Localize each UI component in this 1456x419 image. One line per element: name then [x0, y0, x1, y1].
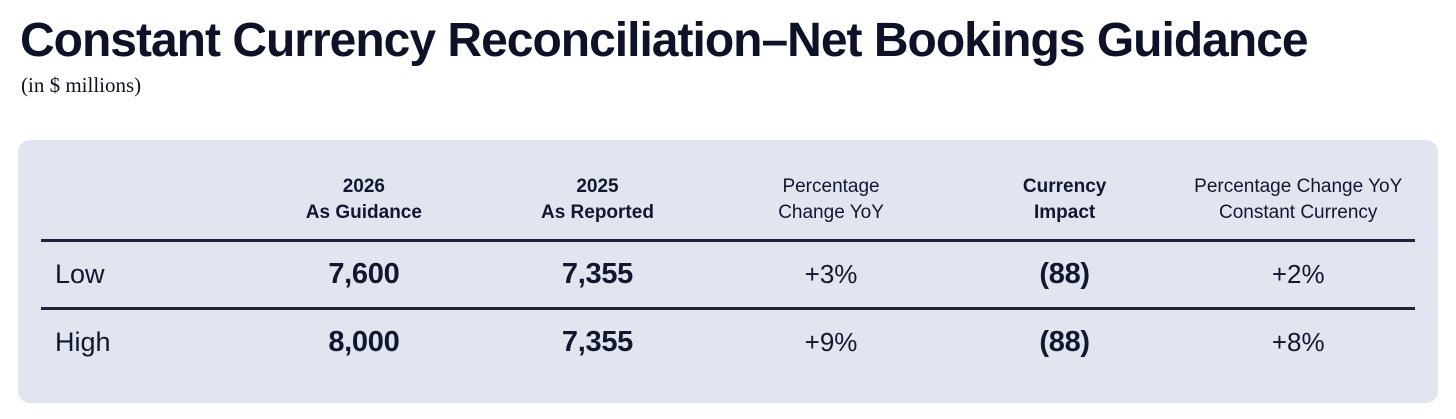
col-header-line1: Percentage	[782, 175, 880, 197]
row-label-high: High	[55, 327, 111, 358]
col-header-line1: 2026	[342, 175, 386, 197]
cell-low-2025-reported: 7,355	[480, 240, 715, 310]
col-header-line1: 2025	[576, 175, 619, 197]
cell-low-percentage-change-yoy-constant-currency: +2%	[1181, 240, 1415, 310]
cell-low-percentage-change-yoy: +3%	[714, 240, 948, 310]
cell-low-currency-impact: (88)	[947, 240, 1182, 310]
col-header-2025-as-reported: 2025 As Reported	[480, 140, 715, 242]
table-row-low: Low 7,600 7,355 +3% (88) +2%	[41, 240, 1415, 310]
col-header-empty	[41, 140, 248, 242]
page-subtitle: (in $ millions)	[21, 72, 142, 97]
col-header-percentage-change-yoy-constant-currency: Percentage Change YoY Constant Currency	[1181, 140, 1415, 242]
cell-low-2026-guidance: 7,600	[247, 240, 481, 310]
col-header-currency-impact: Currency Impact	[947, 140, 1182, 242]
col-header-line2: Constant Currency	[1219, 201, 1378, 223]
col-header-line2: As Guidance	[305, 201, 422, 223]
cell-high-2025-reported: 7,355	[561, 326, 633, 359]
col-header-line1: Currency	[1022, 175, 1107, 197]
row-label-low: Low	[41, 240, 248, 310]
page-title: Constant Currency Reconciliation–Net Boo…	[20, 14, 1309, 67]
cell-high-percentage-change-yoy-constant-currency: +8%	[1271, 327, 1325, 358]
col-header-line2: Impact	[1033, 201, 1096, 223]
cell-high-currency-impact: (88)	[1039, 326, 1090, 359]
cell-high-percentage-change-yoy: +9%	[804, 327, 858, 358]
table-row-high: High 8,000 7,355 +9% (88) +8%	[41, 308, 1415, 376]
col-header-line2: Change YoY	[778, 201, 884, 223]
col-header-2026-as-guidance: 2026 As Guidance	[247, 140, 481, 242]
table-panel: 2026 As Guidance 2025 As Reported Percen…	[18, 140, 1438, 403]
cell-high-2026-guidance: 8,000	[328, 326, 400, 359]
col-header-line2: As Reported	[540, 201, 654, 223]
col-header-line1: Percentage Change YoY	[1194, 175, 1403, 197]
reconciliation-table: 2026 As Guidance 2025 As Reported Percen…	[41, 140, 1415, 376]
header-row: 2026 As Guidance 2025 As Reported Percen…	[41, 140, 1415, 242]
col-header-percentage-change-yoy: Percentage Change YoY	[714, 140, 948, 242]
